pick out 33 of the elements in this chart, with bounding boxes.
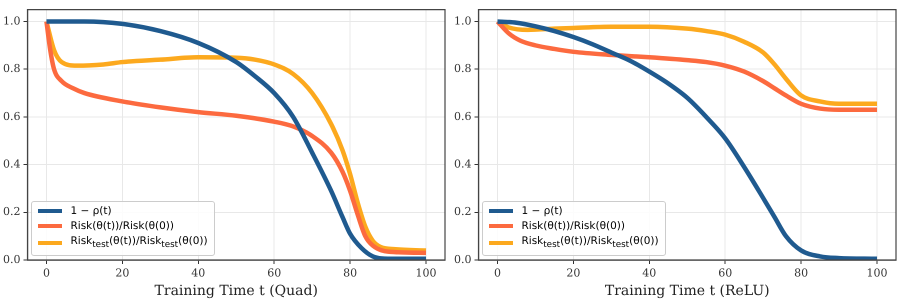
x-tick-label: 80	[343, 266, 358, 280]
x-tick-label: 60	[718, 266, 732, 280]
x-tick-label: 20	[566, 266, 580, 280]
y-tick-label: 0.0	[454, 252, 472, 266]
x-tick-label: 60	[267, 266, 282, 280]
x-axis-title: Training Time t (Quad)	[154, 283, 318, 300]
legend-label: Risk(θ(t))/Risk(θ(0))	[521, 218, 625, 234]
y-tick-label: 0.4	[454, 157, 472, 170]
y-tick-label: 0.0	[2, 252, 20, 266]
y-tick-label: 0.8	[2, 62, 20, 76]
x-tick-label: 0	[494, 266, 501, 280]
x-tick-label: 0	[42, 266, 50, 280]
x-tick-label: 40	[642, 266, 656, 280]
legend-label: 1 − ρ(t)	[70, 204, 112, 219]
x-axis-title: Training Time t (ReLU)	[604, 283, 770, 300]
legend-label: Risk$_{test}$(θ(t))/Risk$_{test}$(θ(0))	[521, 234, 659, 252]
x-tick-label: 80	[794, 266, 808, 280]
x-tick-label: 20	[115, 266, 130, 280]
x-tick-label: 40	[191, 266, 206, 280]
legend-label: 1 − ρ(t)	[521, 204, 563, 219]
y-tick-label: 0.6	[2, 110, 20, 123]
y-tick-label: 0.4	[2, 157, 20, 170]
legend-label: Risk(θ(t))/Risk(θ(0))	[70, 218, 174, 234]
y-tick-label: 0.6	[454, 110, 472, 123]
x-tick-label: 100	[866, 266, 888, 280]
legend-label: Risk$_{test}$(θ(t))/Risk$_{test}$(θ(0))	[70, 234, 208, 252]
y-tick-label: 1.0	[2, 14, 20, 28]
y-tick-label: 0.2	[454, 205, 472, 218]
y-tick-label: 0.8	[454, 62, 472, 76]
y-tick-label: 1.0	[454, 14, 472, 28]
y-tick-label: 0.2	[2, 205, 20, 218]
x-tick-label: 100	[416, 266, 437, 280]
line-series	[495, 19, 880, 260]
